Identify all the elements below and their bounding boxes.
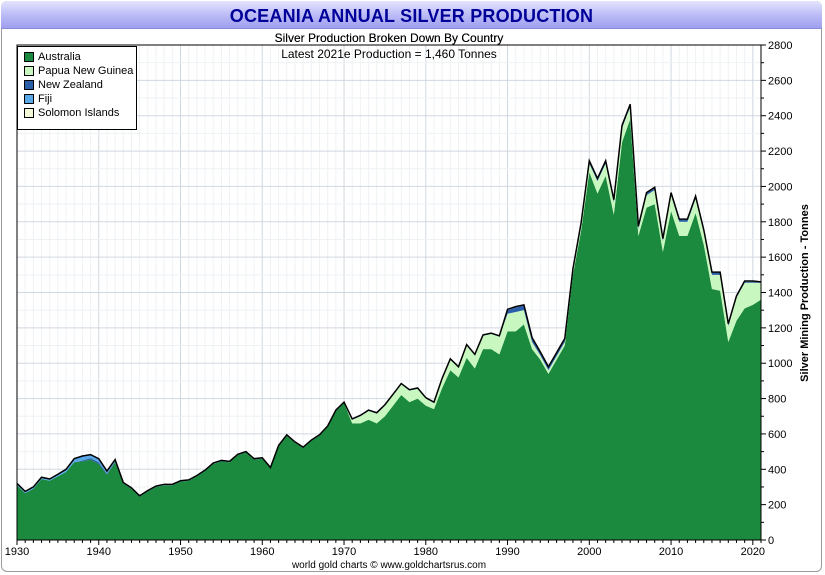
y-tick-label: 1400 — [768, 288, 792, 300]
x-tick-label: 2010 — [659, 546, 683, 558]
y-tick-label: 2800 — [768, 40, 792, 52]
y-tick-label: 0 — [768, 535, 774, 547]
legend-swatch — [24, 66, 34, 76]
area-series-australia — [17, 119, 761, 540]
x-tick-label: 1940 — [87, 546, 111, 558]
y-tick-label: 1200 — [768, 323, 792, 335]
y-tick-label: 2600 — [768, 75, 792, 87]
x-tick-label: 1960 — [250, 546, 274, 558]
legend-swatch — [24, 94, 34, 104]
y-tick-label: 2400 — [768, 111, 792, 123]
chart-subtitle: Silver Production Broken Down By Country — [274, 31, 504, 45]
legend-label: Australia — [38, 51, 81, 63]
y-tick-label: 2000 — [768, 181, 792, 193]
legend-label: Solomon Islands — [38, 107, 120, 119]
area-series-fiji — [17, 104, 761, 497]
y-tick-label: 600 — [768, 429, 786, 441]
total-outline — [16, 103, 762, 497]
legend-item-papua-new-guinea: Papua New Guinea — [24, 64, 136, 78]
y-tick-label: 2200 — [768, 146, 792, 158]
x-tick-label: 2000 — [577, 546, 601, 558]
y-tick-label: 1800 — [768, 217, 792, 229]
x-tick-label: 2020 — [741, 546, 765, 558]
legend-swatch — [24, 52, 34, 62]
y-tick-label: 1000 — [768, 358, 792, 370]
legend-swatch — [24, 108, 34, 118]
legend-label: New Zealand — [38, 79, 103, 91]
chart-subtitle-overlay: Silver Production Broken Down By Country — [274, 31, 504, 45]
x-tick-label: 1950 — [168, 546, 192, 558]
legend-label: Fiji — [38, 93, 53, 105]
x-tick-label: 1990 — [495, 546, 519, 558]
y-tick-label: 400 — [768, 464, 786, 476]
legend-item-australia: Australia — [24, 50, 136, 64]
y-tick-label: 1600 — [768, 252, 792, 264]
y-tick-label: 800 — [768, 394, 786, 406]
legend-item-new-zealand: New Zealand — [24, 78, 136, 92]
x-tick-label: 1970 — [332, 546, 356, 558]
chart-subtitle-latest-overlay: Latest 2021e Production = 1,460 Tonnes — [281, 47, 497, 61]
footer-credit: world gold charts © www.goldchartsrus.co… — [291, 560, 487, 571]
legend-label: Papua New Guinea — [38, 65, 134, 77]
legend: Australia Papua New Guinea New Zealand F… — [17, 46, 137, 130]
x-tick-label: 1930 — [5, 546, 29, 558]
legend-item-fiji: Fiji — [24, 92, 136, 106]
legend-swatch — [24, 80, 34, 90]
x-tick-label: 1980 — [414, 546, 438, 558]
legend-item-solomon-islands: Solomon Islands — [24, 106, 136, 120]
title-bar: OCEANIA ANNUAL SILVER PRODUCTION — [1, 1, 822, 29]
y-axis-label: Silver Mining Production - Tonnes — [799, 204, 811, 382]
chart-title: OCEANIA ANNUAL SILVER PRODUCTION — [229, 6, 594, 26]
y-tick-label: 200 — [768, 500, 786, 512]
